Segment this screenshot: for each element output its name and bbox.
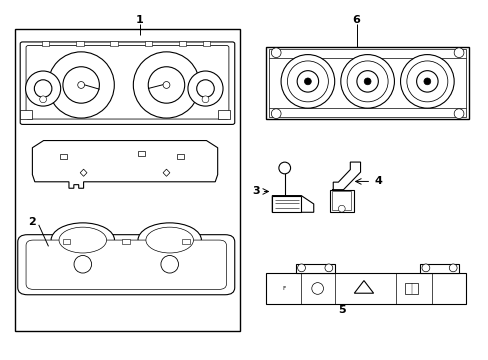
Ellipse shape (145, 227, 193, 253)
Bar (60, 154, 66, 159)
Bar (329, 190, 353, 212)
FancyBboxPatch shape (20, 42, 234, 125)
Bar (62, 239, 70, 244)
Bar (110, 41, 118, 45)
Bar (217, 110, 229, 119)
Text: 5: 5 (338, 305, 345, 315)
Ellipse shape (453, 48, 463, 58)
Ellipse shape (304, 78, 311, 85)
Ellipse shape (40, 96, 46, 103)
Ellipse shape (448, 264, 456, 272)
Polygon shape (32, 140, 217, 188)
Bar (76, 41, 83, 45)
Bar (42, 41, 49, 45)
Ellipse shape (423, 78, 430, 85)
Bar (269, 49, 465, 117)
Bar (266, 273, 466, 304)
Ellipse shape (271, 109, 281, 118)
Bar (405, 283, 417, 294)
Ellipse shape (74, 256, 91, 273)
Ellipse shape (202, 96, 208, 103)
Ellipse shape (297, 71, 318, 92)
Bar (20, 110, 32, 119)
Ellipse shape (25, 71, 61, 106)
Ellipse shape (271, 48, 281, 58)
Ellipse shape (346, 61, 387, 102)
Ellipse shape (161, 256, 178, 273)
Ellipse shape (163, 82, 169, 88)
Ellipse shape (340, 55, 394, 108)
Ellipse shape (325, 264, 332, 272)
Polygon shape (272, 195, 301, 212)
Ellipse shape (338, 205, 345, 212)
Polygon shape (163, 169, 169, 176)
Ellipse shape (78, 82, 84, 88)
Ellipse shape (297, 264, 305, 272)
Text: 3: 3 (251, 186, 259, 197)
Ellipse shape (34, 80, 52, 97)
Bar (203, 41, 210, 45)
Ellipse shape (187, 71, 223, 106)
Ellipse shape (287, 61, 328, 102)
FancyBboxPatch shape (26, 240, 226, 289)
FancyBboxPatch shape (26, 45, 228, 119)
Text: 4: 4 (374, 176, 382, 186)
Bar (144, 41, 152, 45)
Ellipse shape (356, 71, 378, 92)
Polygon shape (272, 195, 313, 212)
Ellipse shape (63, 67, 99, 103)
Bar (266, 47, 468, 119)
Polygon shape (419, 264, 458, 273)
Ellipse shape (51, 223, 114, 257)
Ellipse shape (421, 264, 429, 272)
Bar (177, 154, 183, 159)
Ellipse shape (416, 71, 437, 92)
Polygon shape (354, 280, 373, 293)
Bar (331, 192, 350, 211)
Polygon shape (331, 162, 360, 190)
Polygon shape (80, 169, 87, 176)
Ellipse shape (133, 52, 199, 118)
Ellipse shape (364, 78, 370, 85)
Bar (138, 151, 144, 156)
Bar (15, 30, 239, 330)
Ellipse shape (59, 227, 106, 253)
Ellipse shape (48, 52, 114, 118)
Ellipse shape (311, 283, 323, 294)
Bar (182, 239, 189, 244)
Ellipse shape (406, 61, 447, 102)
Bar (122, 239, 130, 244)
Ellipse shape (400, 55, 453, 108)
Ellipse shape (138, 223, 201, 257)
Text: 6: 6 (352, 15, 360, 26)
FancyBboxPatch shape (18, 235, 234, 295)
Text: 2: 2 (28, 217, 36, 227)
Bar (178, 41, 185, 45)
Text: 1: 1 (136, 15, 143, 26)
Ellipse shape (278, 162, 290, 174)
Ellipse shape (453, 109, 463, 118)
Polygon shape (295, 264, 334, 273)
Ellipse shape (196, 80, 214, 97)
Text: F: F (281, 286, 285, 291)
Ellipse shape (148, 67, 184, 103)
Ellipse shape (281, 55, 334, 108)
